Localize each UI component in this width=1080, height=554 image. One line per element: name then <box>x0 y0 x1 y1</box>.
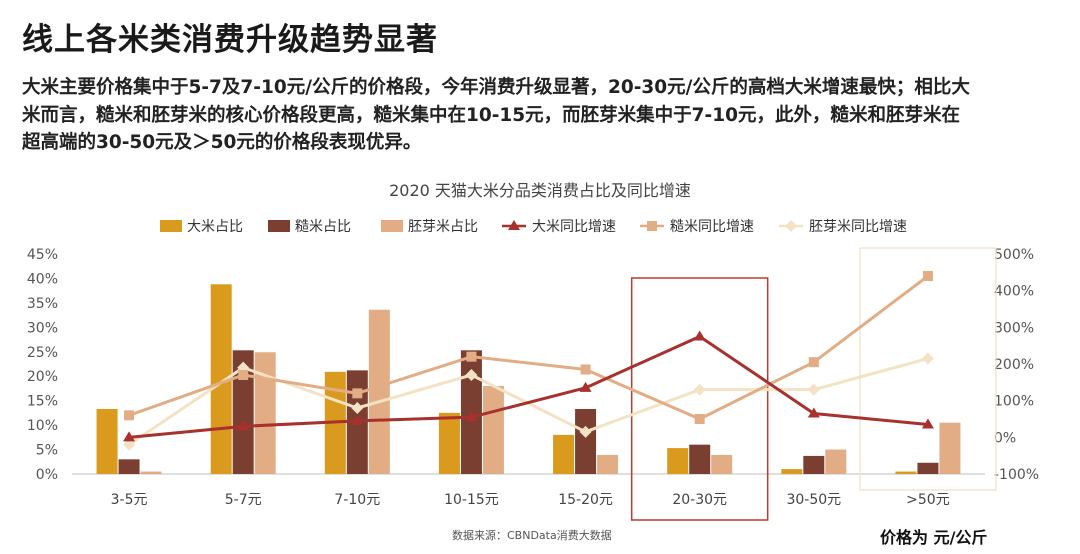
right-tick-label: 400% <box>994 284 1034 300</box>
price-unit-note: 价格为 元/公斤 <box>880 528 988 547</box>
chart-title: 2020 天猫大米分品类消费占比及同比增速 <box>389 181 691 200</box>
line-marker-2->50元 <box>922 271 933 281</box>
left-tick-label: 25% <box>27 345 58 361</box>
category-label: 15-20元 <box>558 492 613 508</box>
bar-3-20-30元 <box>711 454 733 474</box>
line-marker-3-20-30元 <box>693 383 706 396</box>
line-marker-3->50元 <box>921 352 934 365</box>
right-tick-label: 0% <box>994 430 1016 446</box>
bar-3-5-7元 <box>254 352 276 474</box>
legend-marker-5 <box>647 221 657 231</box>
category-label: 5-7元 <box>225 492 262 508</box>
line-marker-1-20-30元 <box>693 330 706 341</box>
left-tick-label: 30% <box>27 320 58 336</box>
line-marker-1-30-50元 <box>807 407 820 418</box>
line-marker-1-15-20元 <box>579 381 592 392</box>
bar-2->50元 <box>917 462 939 474</box>
line-marker-2-3-5元 <box>124 410 135 421</box>
left-tick-label: 0% <box>36 467 58 483</box>
category-label: 20-30元 <box>672 492 727 508</box>
line-marker-1->50元 <box>921 418 934 429</box>
highlight-box-1 <box>630 277 769 521</box>
summary-line-3: 超高端的30-50元及＞50元的价格段表现优异。 <box>22 132 422 153</box>
bar-2-15-20元 <box>575 408 597 474</box>
legend-label-4: 大米同比增速 <box>532 219 616 235</box>
line-marker-2-15-20元 <box>580 364 591 375</box>
bar-2-5-7元 <box>232 350 254 474</box>
line-marker-2-7-10元 <box>352 388 363 399</box>
line-marker-3-15-20元 <box>579 425 592 438</box>
line-marker-3-3-5元 <box>123 438 136 451</box>
right-tick-label: 200% <box>994 357 1034 373</box>
right-tick-label: 100% <box>994 394 1034 410</box>
left-tick-label: 5% <box>36 443 58 459</box>
line-marker-3-30-50元 <box>807 383 820 396</box>
line-series-1 <box>128 335 929 439</box>
bar-2-20-30元 <box>689 444 711 474</box>
left-tick-label: 40% <box>27 271 58 287</box>
line-marker-3-7-10元 <box>351 402 364 414</box>
bar-1-3-5元 <box>96 408 118 474</box>
line-marker-2-5-7元 <box>238 370 249 380</box>
right-tick-label: 500% <box>994 247 1034 263</box>
legend-marker-6 <box>785 220 797 232</box>
summary-text: 大米主要价格集中于5-7及7-10元/公斤的价格段，今年消费升级显著，20-30… <box>22 74 1062 157</box>
bar-1-10-15元 <box>438 412 460 474</box>
bar-3-3-5元 <box>140 471 162 474</box>
summary-line-1: 大米主要价格集中于5-7及7-10元/公斤的价格段，今年消费升级显著，20-30… <box>22 77 970 98</box>
left-tick-label: 45% <box>27 247 58 263</box>
right-tick-label: 300% <box>994 320 1034 336</box>
legend-swatch-3 <box>381 220 403 232</box>
highlight-box-2 <box>859 247 997 491</box>
legend-label-6: 胚芽米同比增速 <box>809 219 907 235</box>
legend-label-2: 糙米占比 <box>295 219 351 235</box>
left-tick-label: 10% <box>27 418 58 434</box>
line-marker-2-30-50元 <box>808 357 819 368</box>
line-marker-3-10-15元 <box>465 369 478 381</box>
page-title: 线上各米类消费升级趋势显著 <box>22 22 438 58</box>
bar-3->50元 <box>939 422 961 474</box>
bar-2-3-5元 <box>118 459 140 474</box>
line-series-2 <box>128 274 929 421</box>
bar-2-30-50元 <box>803 455 825 474</box>
line-marker-1-10-15元 <box>465 411 478 422</box>
bar-1->50元 <box>895 471 917 474</box>
line-marker-2-10-15元 <box>466 351 477 362</box>
left-tick-label: 35% <box>27 296 58 312</box>
bar-3-30-50元 <box>825 449 847 474</box>
bar-1-15-20元 <box>553 434 575 474</box>
category-label: 10-15元 <box>444 492 499 508</box>
category-label: 3-5元 <box>111 492 148 508</box>
bar-3-15-20元 <box>597 454 619 474</box>
bar-3-10-15元 <box>482 386 504 474</box>
legend-label-1: 大米占比 <box>187 219 243 235</box>
line-marker-1-5-7元 <box>237 420 250 431</box>
line-marker-1-3-5元 <box>123 431 136 442</box>
bar-1-30-50元 <box>781 469 803 474</box>
bar-3-7-10元 <box>368 309 390 474</box>
data-source-note: 数据来源：CBNData消费大数据 <box>452 529 612 542</box>
legend-label-3: 胚芽米占比 <box>408 219 478 235</box>
category-label: 30-50元 <box>786 492 841 508</box>
summary-line-2: 米而言，糙米和胚芽米的核心价格段更高，糙米集中在10-15元，而胚芽米集中于7-… <box>22 104 960 126</box>
legend-label-5: 糙米同比增速 <box>670 219 754 235</box>
legend-swatch-2 <box>268 220 290 232</box>
left-tick-label: 20% <box>27 369 58 385</box>
line-marker-2-20-30元 <box>694 414 705 424</box>
bar-1-20-30元 <box>667 448 689 474</box>
line-marker-1-7-10元 <box>351 414 364 425</box>
right-tick-label: -100% <box>994 467 1039 483</box>
left-tick-label: 15% <box>27 394 58 410</box>
category-label: >50元 <box>906 492 950 508</box>
legend-marker-4 <box>508 220 520 230</box>
category-label: 7-10元 <box>334 492 380 508</box>
legend-swatch-1 <box>160 220 182 232</box>
